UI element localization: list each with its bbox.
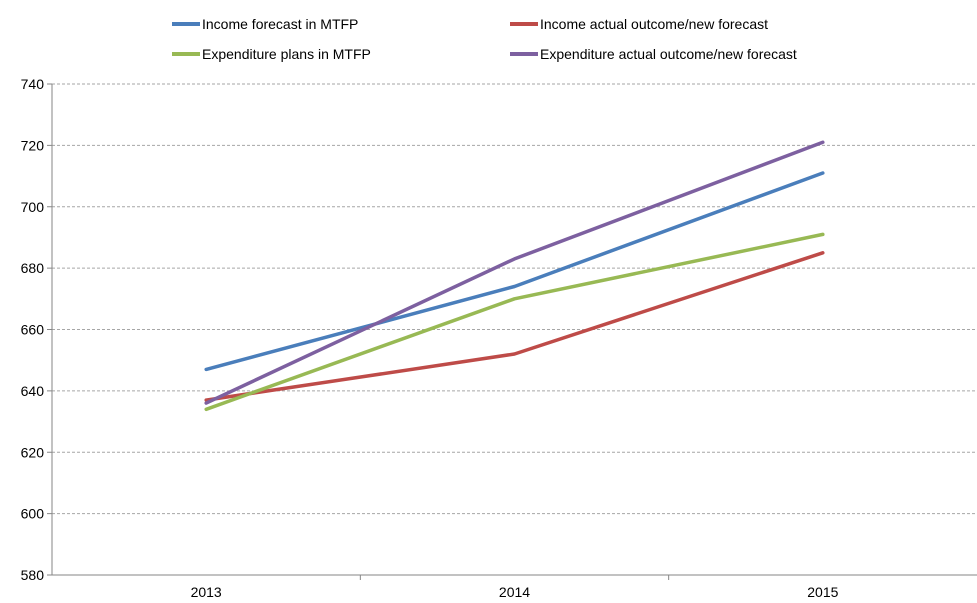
y-tick-label: 700 [21, 199, 45, 215]
y-tick-label: 600 [21, 506, 45, 522]
legend-label: Income forecast in MTFP [202, 16, 358, 32]
x-tick-label: 2014 [499, 584, 530, 600]
grid [52, 83, 977, 515]
series [204, 140, 825, 412]
series-line [204, 251, 825, 402]
series-line [204, 140, 825, 405]
y-tick-label: 740 [21, 76, 45, 92]
x-tick-label: 2015 [807, 584, 838, 600]
x-tick-label: 2013 [191, 584, 222, 600]
y-tick-label: 620 [21, 444, 45, 460]
series-line [204, 232, 825, 412]
axes: 580 600 620 640 660 680 700 720 740 2013 2014 2015 [21, 76, 977, 600]
series-line [204, 171, 825, 372]
legend-label: Expenditure actual outcome/new forecast [540, 46, 797, 62]
y-tick-label: 640 [21, 383, 45, 399]
y-tick-label: 720 [21, 137, 45, 153]
y-tick-label: 660 [21, 322, 45, 338]
y-tick-label: 680 [21, 260, 45, 276]
legend: Income forecast in MTFP Income actual out… [172, 16, 797, 62]
y-tick-label: 580 [21, 567, 45, 583]
legend-label: Expenditure plans in MTFP [202, 46, 371, 62]
legend-label: Income actual outcome/new forecast [540, 16, 768, 32]
